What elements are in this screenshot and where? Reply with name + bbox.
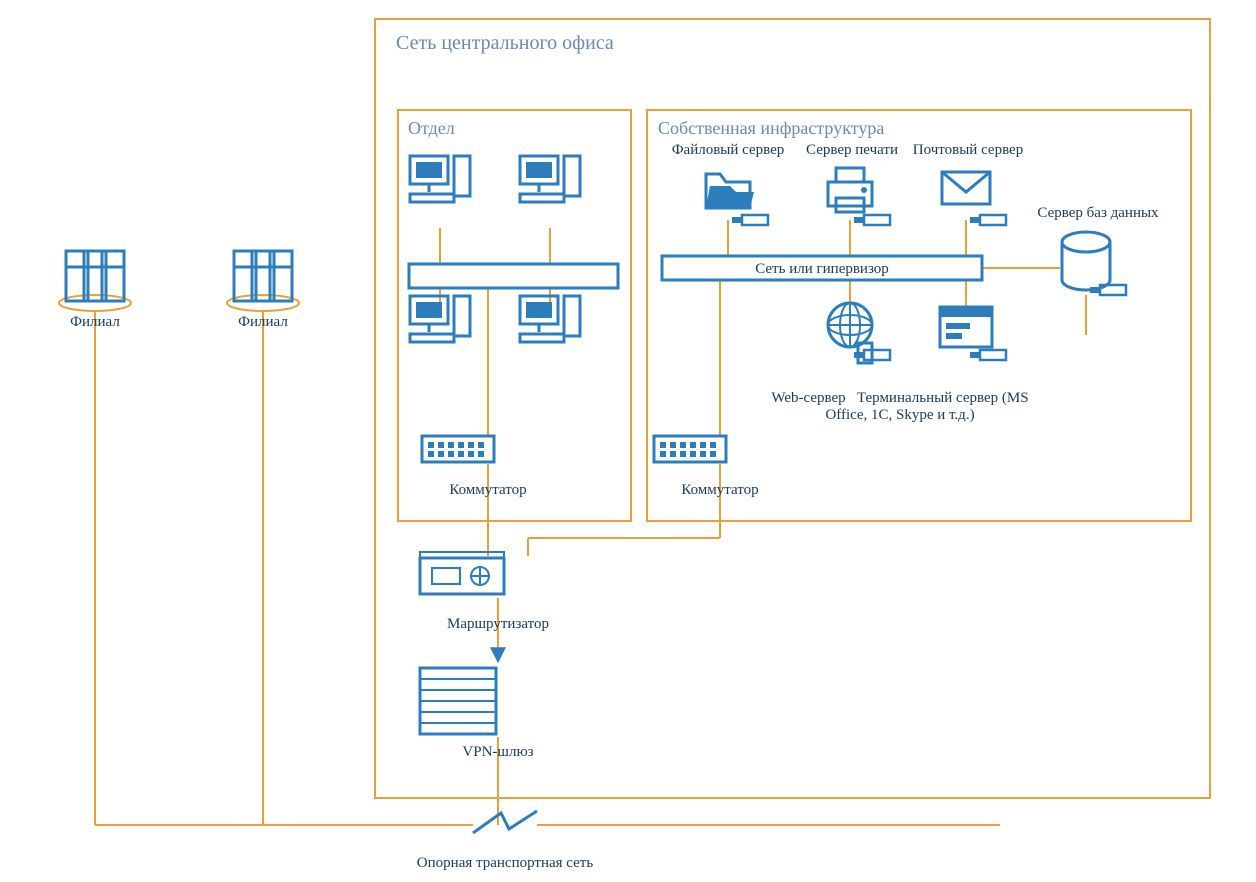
print-server-label: Сервер печати	[806, 142, 898, 159]
vpn-label: VPN-шлюз	[462, 744, 533, 761]
branch1-label: Филиал	[70, 314, 120, 331]
vpn-icon	[420, 668, 496, 734]
web-terminal-label: Web-сервер Терминальный сервер (MS Offic…	[750, 390, 1050, 424]
print-server-icon	[828, 168, 872, 212]
web-server-icon	[828, 303, 872, 363]
db-usb-icon	[1090, 285, 1126, 295]
switch2-icon	[654, 436, 726, 462]
mail-usb-icon	[970, 215, 1006, 225]
pc1-icon	[410, 156, 470, 202]
terminal-server-label: Терминальный сервер (MS Office, 1C, Skyp…	[825, 390, 1028, 423]
branch2-icon	[227, 251, 299, 311]
switch1-label: Коммутатор	[449, 482, 526, 499]
diagram-icons	[0, 0, 1256, 882]
branch2-label: Филиал	[238, 314, 288, 331]
branch1-icon	[59, 251, 131, 311]
switch2-label: Коммутатор	[681, 482, 758, 499]
mail-server-icon	[942, 172, 990, 204]
hypervisor-label: Сеть или гипервизор	[755, 261, 889, 278]
router-icon	[420, 552, 504, 594]
pc4-icon	[520, 296, 580, 342]
file-usb-icon	[732, 215, 768, 225]
mail-server-label: Почтовый сервер	[913, 142, 1023, 159]
db-server-label: Сервер баз данных	[1033, 205, 1163, 222]
dept-hub-bar	[409, 264, 618, 288]
file-server-label: Файловый сервер	[672, 142, 785, 159]
db-server-icon	[1062, 232, 1110, 290]
file-server-icon	[706, 174, 754, 208]
web-server-label: Web-сервер	[771, 390, 845, 406]
pc3-icon	[410, 296, 470, 342]
terminal-server-icon	[940, 307, 992, 347]
router-label: Маршрутизатор	[447, 616, 549, 633]
switch1-icon	[422, 436, 494, 462]
print-usb-icon	[854, 215, 890, 225]
term-usb-icon	[970, 350, 1006, 360]
pc2-icon	[520, 156, 580, 202]
backbone-label: Опорная транспортная сеть	[417, 855, 593, 872]
